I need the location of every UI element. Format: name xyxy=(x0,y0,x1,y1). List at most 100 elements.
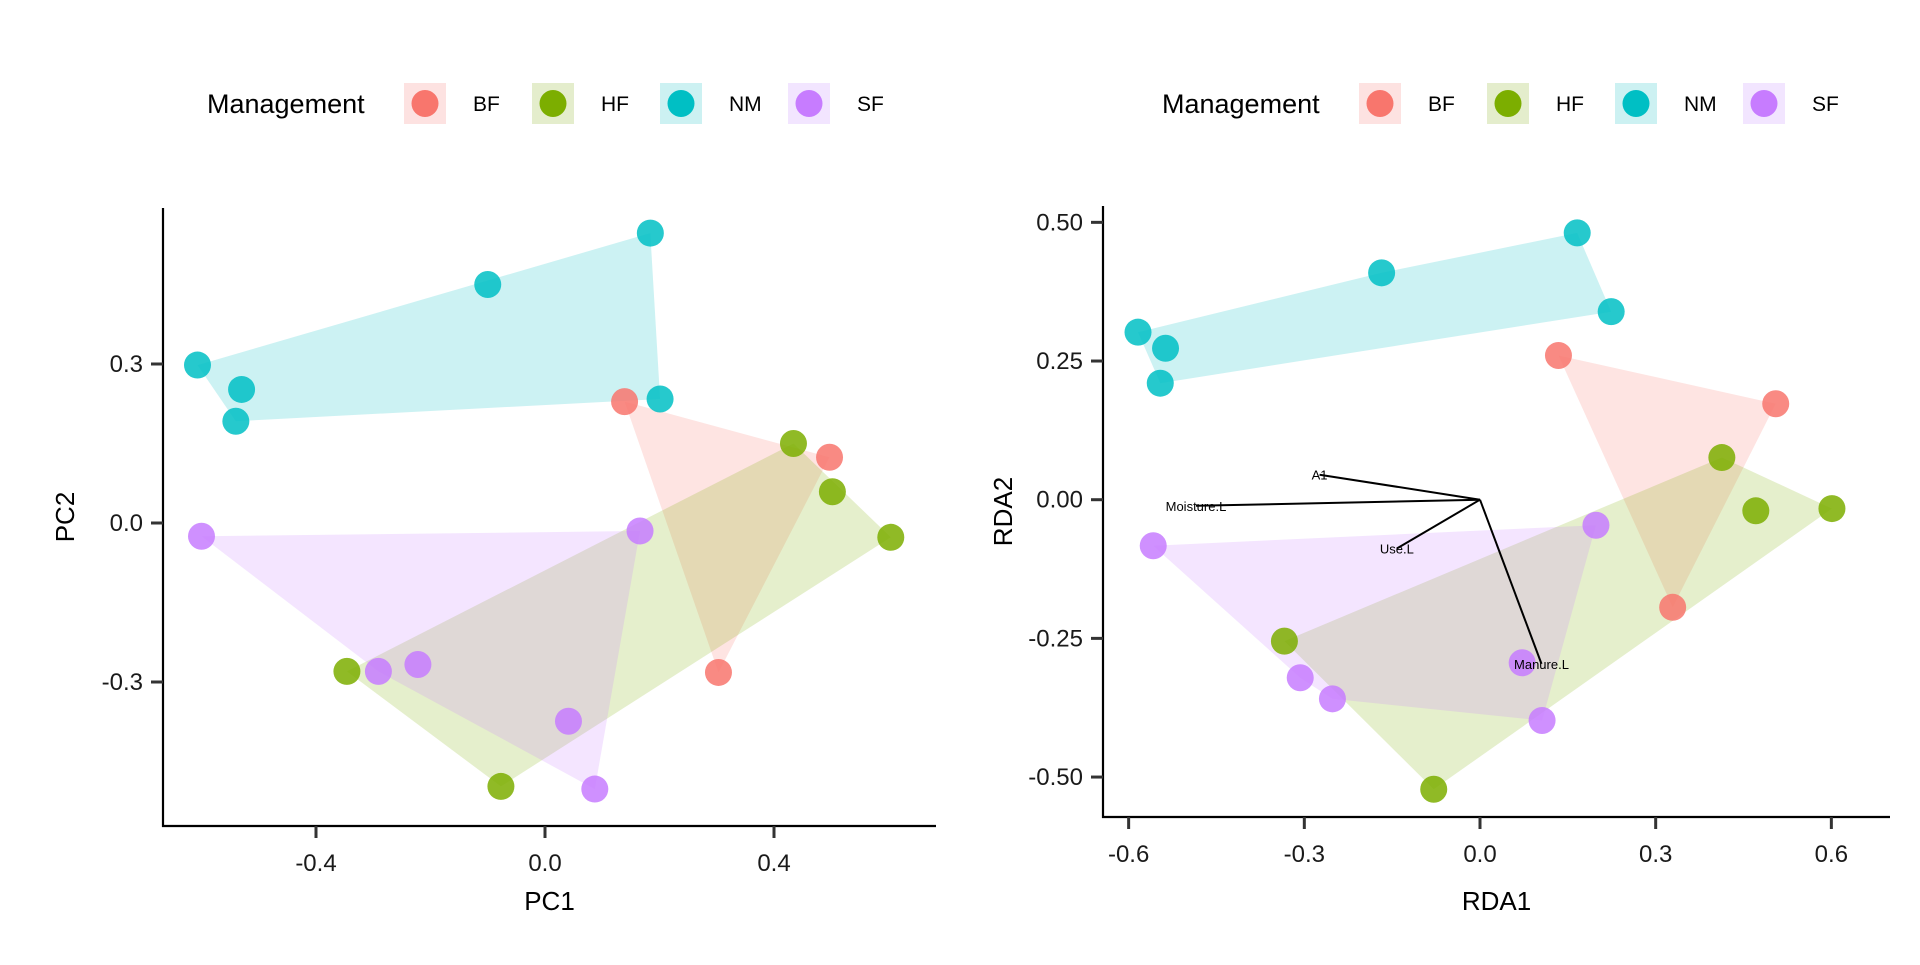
y-tick-label: -0.50 xyxy=(1028,764,1083,791)
x-axis-title: PC1 xyxy=(524,886,575,916)
vector-layer xyxy=(1195,473,1543,665)
hull-hf xyxy=(1284,457,1832,790)
x-tick-label: -0.3 xyxy=(1284,841,1325,868)
hull-layer xyxy=(197,233,891,790)
point-bf xyxy=(816,443,844,471)
x-tick-label: 0.0 xyxy=(1463,841,1496,868)
y-tick-label: 0.25 xyxy=(1036,348,1083,375)
point-nm xyxy=(646,385,674,413)
hull-nm xyxy=(1138,232,1612,384)
point-bf xyxy=(1659,593,1687,621)
point-hf xyxy=(1742,497,1770,525)
y-tick-label: -0.3 xyxy=(102,669,143,696)
point-bf xyxy=(704,658,732,686)
point-layer xyxy=(183,219,905,803)
rda-panel: Management BF HF NM SF -0.6 -0.3 0.0 0.3 0.6 -0… xyxy=(988,83,1890,916)
y-tick-label: 0.00 xyxy=(1036,487,1083,514)
legend-key-point xyxy=(1622,90,1650,117)
point-layer xyxy=(1124,219,1846,803)
legend-label: NM xyxy=(1684,93,1717,116)
point-sf xyxy=(1508,649,1536,677)
vector-a1 xyxy=(1319,473,1481,501)
x-tick-label: -0.6 xyxy=(1108,841,1149,868)
y-ticks: -0.50 -0.25 0.00 0.25 0.50 xyxy=(1028,209,1103,791)
point-sf xyxy=(1318,685,1346,713)
legend-key-point xyxy=(795,90,823,117)
point-bf xyxy=(1544,341,1572,369)
point-bf xyxy=(611,388,639,416)
legend-label: SF xyxy=(857,93,884,116)
legend-key-point xyxy=(1366,90,1394,117)
point-nm xyxy=(1146,369,1174,397)
y-tick-label: 0.50 xyxy=(1036,209,1083,236)
point-hf xyxy=(333,657,361,685)
point-nm xyxy=(1124,318,1152,346)
legend-item-hf: HF xyxy=(1487,83,1584,124)
x-ticks: -0.6 -0.3 0.0 0.3 0.6 xyxy=(1108,817,1848,868)
point-nm xyxy=(183,351,211,379)
y-ticks: -0.3 0.0 0.3 xyxy=(102,351,163,696)
point-nm xyxy=(228,375,256,403)
legend-label: SF xyxy=(1812,93,1839,116)
legend-label: BF xyxy=(1428,93,1455,116)
y-tick-label: 0.3 xyxy=(110,351,143,378)
hull-nm xyxy=(197,233,661,422)
legend-title: Management xyxy=(207,89,365,119)
point-sf xyxy=(581,775,609,803)
y-tick-label: 0.0 xyxy=(110,510,143,537)
legend-label: NM xyxy=(729,93,762,116)
legend-rda: Management BF HF NM SF xyxy=(1162,83,1839,124)
point-sf xyxy=(364,657,392,685)
legend-key-point xyxy=(667,90,695,117)
legend-title: Management xyxy=(1162,89,1320,119)
hull-sf xyxy=(1153,525,1596,721)
point-nm xyxy=(1152,334,1180,362)
vector-use-l xyxy=(1396,498,1481,550)
legend-item-bf: BF xyxy=(404,83,500,124)
point-bf xyxy=(1762,390,1790,418)
point-hf xyxy=(818,478,846,506)
point-hf xyxy=(1708,444,1736,472)
axes: -0.6 -0.3 0.0 0.3 0.6 -0.50 -0.25 0.00 0.25 0.50… xyxy=(988,206,1890,916)
point-hf xyxy=(779,430,807,457)
point-hf xyxy=(1420,775,1448,803)
point-sf xyxy=(1286,664,1314,692)
hull-bf xyxy=(624,401,830,673)
hull-hf xyxy=(346,443,891,787)
legend-item-nm: NM xyxy=(1615,83,1717,124)
legend-item-sf: SF xyxy=(1743,83,1839,124)
point-sf xyxy=(554,707,582,735)
legend-item-hf: HF xyxy=(532,83,629,124)
point-sf xyxy=(404,651,432,679)
point-sf xyxy=(626,517,654,545)
vector-label: Moisture.L xyxy=(1166,499,1227,514)
x-tick-label: -0.4 xyxy=(295,850,336,877)
point-nm xyxy=(474,271,502,298)
point-hf xyxy=(877,523,905,551)
point-sf xyxy=(1528,706,1556,734)
pca-panel: Management BF HF NM SF -0.4 0.0 0.4 -0.3 0.0 0.… xyxy=(50,83,936,916)
point-hf xyxy=(487,772,515,800)
legend-key-point xyxy=(539,90,567,117)
legend-key-point xyxy=(1750,90,1778,117)
legend-pca: Management BF HF NM SF xyxy=(207,83,884,124)
point-sf xyxy=(188,522,215,550)
vector-label: Use.L xyxy=(1380,542,1414,557)
vector-label: A1 xyxy=(1312,468,1328,483)
x-tick-label: 0.6 xyxy=(1815,841,1848,868)
vector-label: Manure.L xyxy=(1514,657,1569,672)
point-hf xyxy=(1818,495,1846,523)
x-tick-label: 0.3 xyxy=(1639,841,1672,868)
legend-key-point xyxy=(1494,90,1522,117)
legend-label: HF xyxy=(1556,93,1584,116)
point-nm xyxy=(1563,219,1591,247)
hull-bf xyxy=(1558,355,1776,608)
point-sf xyxy=(1139,532,1167,560)
point-nm xyxy=(222,407,250,435)
legend-key-point xyxy=(411,90,439,117)
legend-label: HF xyxy=(601,93,629,116)
axes: -0.4 0.0 0.4 -0.3 0.0 0.3 PC1 PC2 xyxy=(50,208,936,916)
y-axis-title: RDA2 xyxy=(988,477,1018,546)
